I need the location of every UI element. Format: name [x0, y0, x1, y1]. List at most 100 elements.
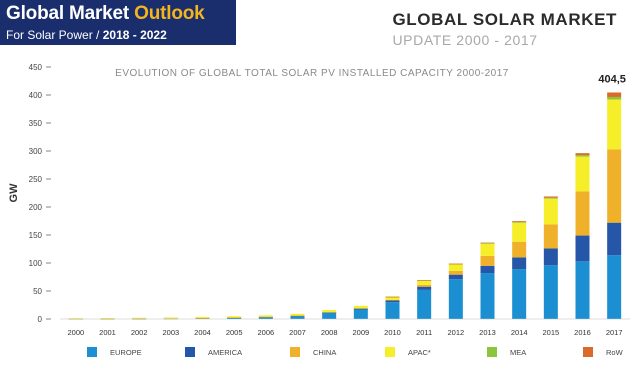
report-banner: Global Market Outlook For Solar Power / …: [0, 0, 236, 45]
bar-segment-row: [512, 221, 527, 223]
legend-label: AMERICA: [208, 348, 242, 357]
bar-segment-row: [607, 92, 622, 97]
legend-label: CHINA: [313, 348, 336, 357]
x-tick-label: 2008: [321, 328, 338, 337]
bar-segment-apac: [448, 264, 463, 271]
bar-segment-china: [290, 315, 305, 317]
bar-segment-china: [195, 317, 210, 319]
x-tick-label: 2017: [606, 328, 623, 337]
bar-segment-america: [448, 274, 463, 280]
bar-segment-america: [385, 300, 400, 303]
x-tick-label: 2005: [226, 328, 243, 337]
x-tick-label: 2001: [99, 328, 116, 337]
bar-segment-america: [607, 222, 622, 256]
bar-segment-china: [448, 270, 463, 275]
legend-swatch: [385, 347, 395, 357]
bar-segment-mea: [512, 222, 527, 223]
bar-segment-china: [607, 149, 622, 223]
bar-segment-europe: [607, 255, 622, 319]
bar-segment-europe: [417, 289, 432, 319]
bar-segment-mea: [480, 243, 495, 244]
bar-segment-china: [163, 318, 178, 319]
y-tick-label: 300: [29, 147, 43, 156]
banner-subtitle-years: 2018 - 2022: [102, 28, 167, 42]
bar-segment-america: [512, 257, 527, 270]
bar-segment-america: [417, 286, 432, 290]
y-tick-label: 450: [29, 63, 43, 72]
bar-segment-apac: [480, 243, 495, 256]
y-tick-label: 50: [33, 287, 42, 296]
bar-segment-china: [353, 308, 368, 309]
bar-segment-apac: [353, 305, 368, 309]
bar-segment-europe: [448, 279, 463, 319]
bar-segment-row: [385, 296, 400, 298]
bar-segment-america: [353, 308, 368, 310]
bar-segment-china: [543, 224, 558, 249]
bar-segment-mea: [607, 96, 622, 100]
y-tick-label: 100: [29, 259, 43, 268]
bar-segment-apac: [258, 315, 273, 317]
bar-segment-europe: [290, 316, 305, 319]
bar-segment-europe: [480, 273, 495, 319]
heading-title: GLOBAL SOLAR MARKET: [392, 10, 617, 29]
total-annotation: 404,5: [598, 73, 626, 85]
bar-segment-row: [448, 263, 463, 265]
x-tick-label: 2016: [574, 328, 591, 337]
y-tick-label: 150: [29, 231, 43, 240]
bar-segment-europe: [322, 312, 337, 319]
x-tick-label: 2002: [131, 328, 148, 337]
x-tick-label: 2007: [289, 328, 306, 337]
x-tick-label: 2013: [479, 328, 496, 337]
banner-title-main: Global Market: [6, 3, 130, 24]
bar-segment-china: [385, 299, 400, 301]
legend-swatch: [185, 347, 195, 357]
x-tick-label: 2009: [352, 328, 369, 337]
y-tick-label: 400: [29, 91, 43, 100]
x-tick-label: 2012: [447, 328, 464, 337]
legend-swatch: [583, 347, 593, 357]
banner-title: Global Market Outlook: [6, 3, 205, 25]
bar-segment-mea: [575, 155, 590, 157]
x-tick-label: 2004: [194, 328, 211, 337]
bar-segment-apac: [195, 316, 210, 318]
bar-segment-apac: [575, 156, 590, 192]
banner-subtitle-main: For Solar Power /: [6, 28, 100, 42]
x-tick-label: 2011: [416, 328, 432, 337]
legend-label: APAC*: [408, 348, 431, 357]
bar-segment-row: [417, 280, 432, 281]
legend-swatch: [290, 347, 300, 357]
bar-segment-apac: [68, 318, 83, 319]
bar-segment-china: [227, 317, 242, 318]
y-tick-label: 250: [29, 175, 43, 184]
x-tick-label: 2003: [162, 328, 179, 337]
bar-segment-europe: [385, 302, 400, 319]
bar-segment-apac: [322, 310, 337, 313]
bar-segment-apac: [132, 317, 147, 319]
heading-subtitle: UPDATE 2000 - 2017: [392, 32, 538, 48]
legend-swatch: [87, 347, 97, 357]
bar-segment-china: [480, 255, 495, 266]
bar-segment-china: [322, 312, 337, 313]
x-tick-label: 2015: [542, 328, 559, 337]
x-tick-label: 2014: [511, 328, 528, 337]
bar-segment-china: [512, 241, 527, 258]
bar-segment-row: [543, 196, 558, 198]
legend-label: RoW: [606, 348, 624, 357]
legend-label: MEA: [510, 348, 526, 357]
bar-segment-apac: [385, 296, 400, 300]
bar-segment-europe: [353, 309, 368, 319]
y-tick-label: 0: [38, 315, 43, 324]
bar-segment-china: [258, 316, 273, 318]
y-tick-label: 200: [29, 203, 43, 212]
bar-segment-europe: [543, 265, 558, 319]
bar-segment-europe: [575, 261, 590, 319]
chart-title: EVOLUTION OF GLOBAL TOTAL SOLAR PV INSTA…: [115, 68, 509, 79]
banner-title-accent: Outlook: [134, 3, 205, 24]
bar-segment-apac: [543, 198, 558, 225]
bar-segment-europe: [258, 317, 273, 319]
bar-segment-apac: [100, 318, 115, 319]
bar-segment-europe: [512, 269, 527, 319]
y-tick-label: 350: [29, 119, 43, 128]
bar-segment-china: [575, 191, 590, 236]
